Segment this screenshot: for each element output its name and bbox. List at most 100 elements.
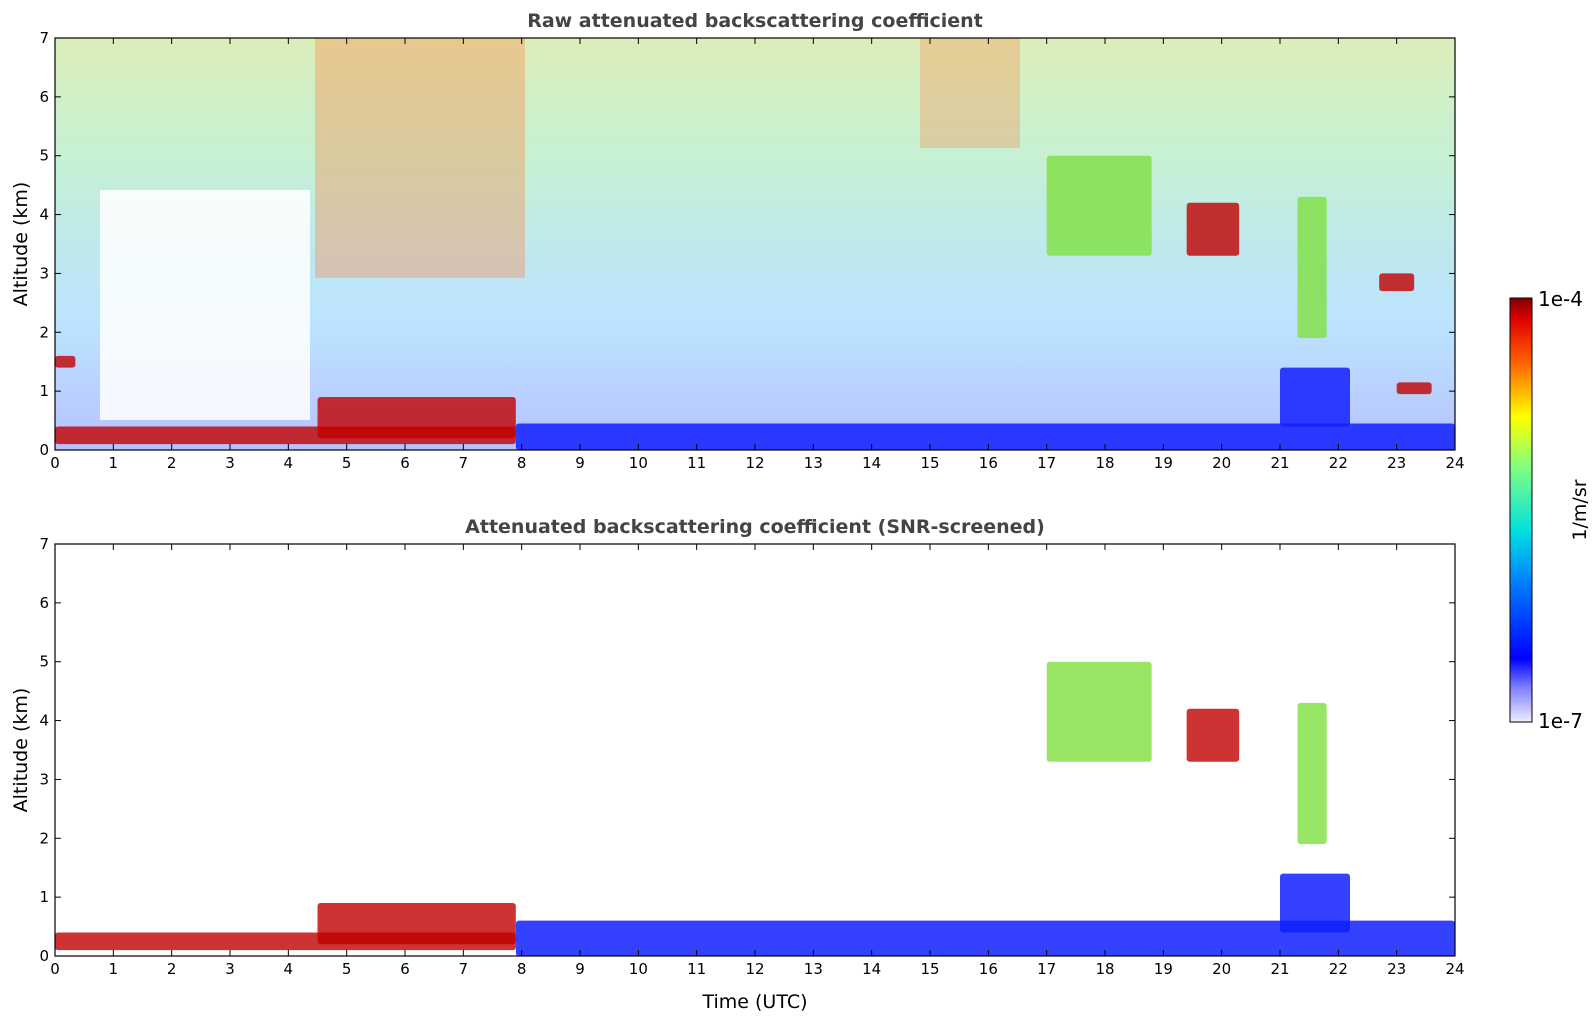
- backscatter-feature-low: [1280, 367, 1350, 427]
- x-tick-label: 6: [400, 454, 410, 472]
- x-tick-label: 14: [862, 454, 881, 472]
- y-tick-label: 7: [39, 29, 49, 47]
- x-tick-label: 24: [1445, 960, 1464, 978]
- x-tick-label: 5: [342, 454, 352, 472]
- panel-screened: Attenuated backscattering coefficient (S…: [10, 516, 1465, 1013]
- y-tick-label: 1: [39, 382, 49, 400]
- panel-screened-ylabel: Altitude (km): [10, 688, 32, 813]
- panel-screened-ticks: 0 1 2 3 4 5 6 7 8 9 10 11 12 13 14 15 16 17 18 19 20 21 22 23 24…: [39, 535, 1464, 978]
- x-tick-label: 9: [575, 454, 585, 472]
- x-tick-label: 21: [1270, 454, 1289, 472]
- x-tick-label: 14: [862, 960, 881, 978]
- backscatter-feature-low: [1280, 873, 1350, 933]
- x-tick-label: 9: [575, 960, 585, 978]
- x-tick-label: 11: [687, 960, 706, 978]
- backscatter-feature-high: [317, 903, 516, 945]
- panel-raw-ylabel: Altitude (km): [10, 182, 32, 307]
- y-tick-label: 7: [39, 535, 49, 553]
- x-tick-label: 17: [1037, 960, 1056, 978]
- panel-raw-heatmap: [55, 38, 1455, 450]
- x-tick-label: 8: [517, 960, 527, 978]
- panel-screened-features: [55, 661, 1455, 956]
- haze-warm-2: [920, 38, 1020, 148]
- backscatter-feature-mid: [1046, 661, 1152, 762]
- x-tick-label: 21: [1270, 960, 1289, 978]
- y-tick-label: 4: [39, 206, 49, 224]
- backscatter-feature-high: [1379, 273, 1415, 292]
- colorbar-min-label: 1e-7: [1538, 709, 1583, 733]
- panel-screened-heatmap: [55, 544, 1455, 956]
- x-tick-label: 7: [459, 454, 469, 472]
- panel-raw-ticks: 0 1 2 3 4 5 6 7 8 9 10 11 12 13 14 15 16 17 18 19 20 21 22 23 24…: [39, 29, 1464, 472]
- y-tick-label: 6: [39, 594, 49, 612]
- colorbar-max-label: 1e-4: [1538, 287, 1583, 311]
- backscatter-feature-low: [515, 423, 1455, 450]
- x-tick-label: 4: [284, 454, 294, 472]
- haze-warm-1: [315, 38, 525, 278]
- panel-screened-background: [55, 544, 1455, 956]
- x-tick-label: 3: [225, 960, 235, 978]
- backscatter-feature-high: [317, 397, 516, 439]
- backscatter-feature-high: [1186, 202, 1240, 256]
- x-tick-label: 10: [629, 960, 648, 978]
- y-tick-label: 0: [39, 441, 49, 459]
- panel-raw-title: Raw attenuated backscattering coefficien…: [527, 10, 983, 32]
- x-tick-label: 18: [1095, 960, 1114, 978]
- panel-screened-xlabel: Time (UTC): [701, 991, 807, 1013]
- colorbar-gradient: [1509, 297, 1533, 723]
- x-tick-label: 8: [517, 454, 527, 472]
- x-tick-label: 18: [1095, 454, 1114, 472]
- x-tick-label: 0: [50, 960, 60, 978]
- x-tick-label: 24: [1445, 454, 1464, 472]
- x-tick-label: 23: [1387, 960, 1406, 978]
- y-tick-label: 6: [39, 88, 49, 106]
- backscatter-feature-low: [515, 920, 1455, 956]
- backscatter-feature-mid: [1297, 196, 1327, 339]
- y-tick-label: 2: [39, 323, 49, 341]
- y-tick-label: 3: [39, 264, 49, 282]
- x-tick-label: 20: [1212, 960, 1231, 978]
- y-tick-label: 1: [39, 888, 49, 906]
- y-tick-label: 3: [39, 770, 49, 788]
- x-tick-label: 20: [1212, 454, 1231, 472]
- x-tick-label: 6: [400, 960, 410, 978]
- colorbar: 1e-4 1e-7 1/m/sr: [1509, 287, 1591, 733]
- x-tick-label: 7: [459, 960, 469, 978]
- x-tick-label: 19: [1154, 960, 1173, 978]
- backscatter-feature-high: [1396, 382, 1432, 395]
- x-tick-label: 17: [1037, 454, 1056, 472]
- x-tick-label: 2: [167, 960, 177, 978]
- backscatter-feature-mid: [1297, 702, 1327, 845]
- y-tick-label: 0: [39, 947, 49, 965]
- x-tick-label: 23: [1387, 454, 1406, 472]
- x-tick-label: 5: [342, 960, 352, 978]
- x-tick-label: 11: [687, 454, 706, 472]
- x-tick-label: 1: [109, 454, 119, 472]
- backscatter-feature-mid: [1046, 155, 1152, 256]
- x-tick-label: 0: [50, 454, 60, 472]
- clear-gap: [100, 190, 310, 420]
- backscatter-feature-high: [1186, 708, 1240, 762]
- x-tick-label: 1: [109, 960, 119, 978]
- y-tick-label: 5: [39, 653, 49, 671]
- x-tick-label: 12: [745, 960, 764, 978]
- y-tick-label: 4: [39, 712, 49, 730]
- x-tick-label: 16: [979, 960, 998, 978]
- x-tick-label: 15: [920, 454, 939, 472]
- backscatter-feature-high: [55, 355, 76, 368]
- x-tick-label: 4: [284, 960, 294, 978]
- x-tick-label: 13: [804, 960, 823, 978]
- colorbar-unit-label: 1/m/sr: [1569, 479, 1591, 540]
- panel-raw-features: [55, 155, 1455, 450]
- x-tick-label: 16: [979, 454, 998, 472]
- y-tick-label: 2: [39, 829, 49, 847]
- y-tick-label: 5: [39, 147, 49, 165]
- panel-raw: Raw attenuated backscattering coefficien…: [10, 10, 1465, 472]
- x-tick-label: 2: [167, 454, 177, 472]
- x-tick-label: 10: [629, 454, 648, 472]
- x-tick-label: 22: [1329, 454, 1348, 472]
- x-tick-label: 3: [225, 454, 235, 472]
- x-tick-label: 22: [1329, 960, 1348, 978]
- x-tick-label: 13: [804, 454, 823, 472]
